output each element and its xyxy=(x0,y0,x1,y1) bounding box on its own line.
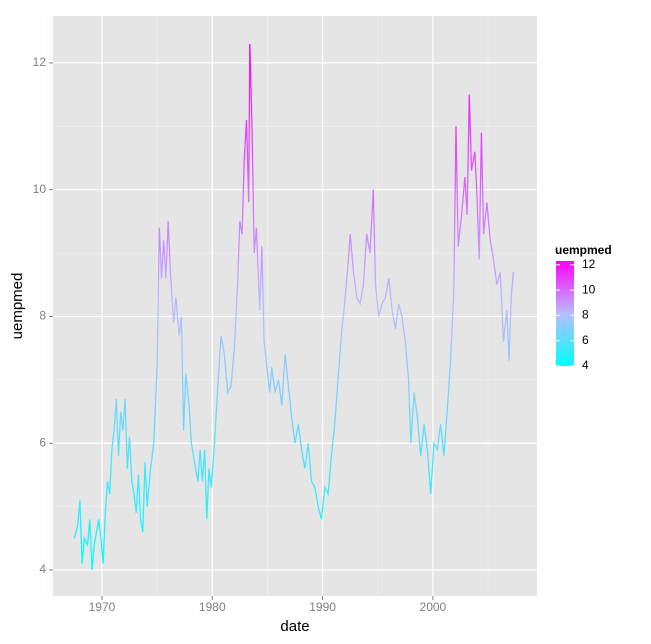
colorbar-label: 4 xyxy=(582,358,589,372)
colorbar xyxy=(556,261,574,366)
y-tick-label: 12 xyxy=(33,55,47,69)
y-tick-label: 8 xyxy=(39,309,46,323)
panel xyxy=(53,16,537,596)
x-axis-label: date xyxy=(280,618,309,635)
x-tick-label: 1970 xyxy=(89,600,116,614)
colorbar-label: 12 xyxy=(582,257,596,271)
x-tick-label: 1990 xyxy=(309,600,336,614)
colorbar-label: 8 xyxy=(582,308,589,322)
x-tick-label: 1980 xyxy=(199,600,226,614)
colorbar-label: 6 xyxy=(582,333,589,347)
legend-title: uempmed xyxy=(555,243,612,257)
y-tick-label: 6 xyxy=(39,435,46,449)
line xyxy=(73,43,515,571)
colorbar-label: 10 xyxy=(582,282,596,296)
y-axis-label: uempmed xyxy=(9,273,26,340)
y-tick-label: 10 xyxy=(33,182,47,196)
x-tick-label: 2000 xyxy=(420,600,447,614)
y-tick-label: 4 xyxy=(39,562,46,576)
